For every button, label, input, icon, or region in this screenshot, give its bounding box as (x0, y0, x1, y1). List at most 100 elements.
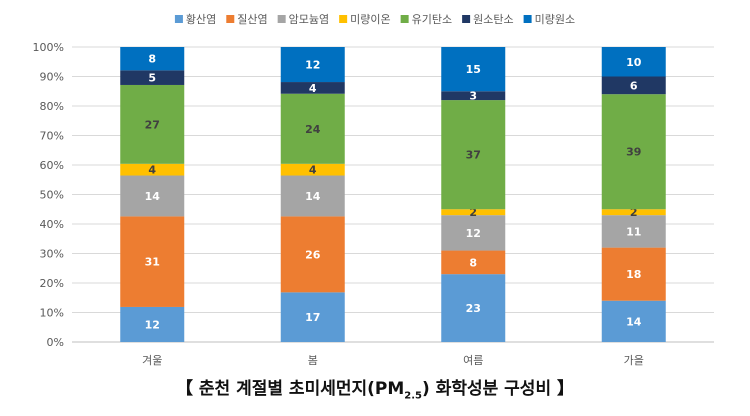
data-label: 14 (145, 190, 161, 203)
bars: 1231144275817261442441223812237315141811… (120, 47, 666, 342)
data-label: 12 (145, 318, 160, 331)
bar-segment (441, 47, 506, 92)
bar-segment (280, 216, 345, 293)
bar-segment (601, 300, 666, 342)
bar-segment (280, 47, 345, 83)
bar-segment (601, 215, 666, 248)
bar-segment (120, 175, 185, 217)
y-tick-label: 10% (40, 307, 64, 320)
legend-label: 미량원소 (535, 13, 575, 26)
bar-segment (280, 163, 345, 176)
legend-label: 원소탄소 (473, 13, 513, 26)
legend-swatch (339, 15, 348, 23)
data-label: 37 (466, 149, 481, 162)
y-tick-label: 0% (47, 336, 64, 349)
legend-label: 암모늄염 (289, 13, 329, 26)
data-label: 12 (305, 59, 320, 72)
bar-segment (601, 94, 666, 210)
data-label: 10 (626, 56, 642, 69)
data-label: 31 (145, 256, 160, 269)
legend-swatch (400, 15, 409, 23)
x-category-label: 가을 (624, 354, 644, 367)
legend-swatch (277, 15, 286, 23)
data-label: 23 (466, 302, 481, 315)
legend-swatch (174, 15, 183, 23)
legend: 황산염 질산염 암모늄염 미량이온 유기탄소 원소탄소 미량원소 (174, 13, 575, 26)
caption-subscript: 2.5 (404, 390, 422, 402)
data-label: 2 (469, 206, 477, 219)
data-label: 26 (305, 248, 321, 261)
data-label: 5 (148, 72, 156, 85)
data-label: 2 (630, 206, 638, 219)
bar-segment (441, 274, 506, 342)
y-tick-label: 20% (40, 277, 64, 290)
bar-segment (441, 100, 506, 210)
legend-item: 원소탄소 (462, 13, 514, 26)
bar-segment (120, 306, 185, 342)
x-category-label: 봄 (308, 354, 318, 367)
legend-item: 미량원소 (523, 13, 575, 26)
data-label: 8 (148, 53, 156, 66)
bar-segment (120, 70, 185, 85)
y-tick-label: 100% (33, 41, 64, 54)
data-label: 17 (305, 311, 320, 324)
data-label: 8 (469, 256, 477, 269)
data-label: 6 (630, 79, 638, 92)
bar-segment (280, 82, 345, 94)
bar-segment (441, 250, 506, 275)
bar-segment (280, 93, 345, 164)
legend-swatch (462, 15, 471, 23)
legend-item: 황산염 (174, 13, 216, 26)
bar-segment (601, 76, 666, 95)
data-label: 4 (148, 164, 156, 177)
y-axis: 0% 10% 20% 30% 40% 50% 60% 70% 80% 90% 100% (33, 41, 64, 349)
data-label: 3 (469, 90, 477, 103)
bar-segment (280, 175, 345, 217)
y-tick-label: 70% (40, 130, 64, 143)
bar-segment (120, 216, 185, 307)
caption-close: ) 화학성분 구성비 】 (422, 379, 575, 399)
y-tick-label: 90% (40, 71, 64, 84)
x-axis: 겨울 봄 여름 가을 (142, 354, 644, 367)
bar-segment (120, 163, 185, 176)
data-label: 4 (309, 82, 317, 95)
legend-label: 질산염 (237, 13, 267, 26)
bar-segment (601, 47, 666, 77)
legend-label: 황산염 (186, 13, 216, 26)
bar-segment (120, 47, 185, 71)
legend-item: 질산염 (226, 13, 268, 26)
data-label: 14 (305, 190, 321, 203)
legend-swatch (226, 15, 235, 23)
data-label: 27 (145, 118, 160, 131)
data-label: 4 (309, 164, 317, 177)
data-label: 18 (626, 268, 641, 281)
bar-segment (441, 91, 506, 101)
caption-open: 【 춘천 계절별 초미세먼지(PM (175, 379, 405, 399)
x-category-label: 겨울 (142, 354, 162, 367)
x-category-label: 여름 (463, 354, 483, 367)
legend-label: 미량이온 (350, 13, 390, 26)
legend-label: 유기탄소 (412, 13, 452, 26)
data-label: 14 (626, 315, 642, 328)
legend-item: 암모늄염 (277, 13, 329, 26)
data-label: 15 (466, 63, 481, 76)
y-tick-label: 40% (40, 218, 64, 231)
data-label: 24 (305, 123, 321, 136)
data-label: 11 (626, 225, 641, 238)
bar-segment (601, 247, 666, 301)
bar-segment (601, 209, 666, 216)
y-tick-label: 80% (40, 100, 64, 113)
legend-item: 유기탄소 (400, 13, 452, 26)
bar-segment (441, 215, 506, 251)
bar-segment (441, 209, 506, 216)
y-tick-label: 60% (40, 159, 64, 172)
bar-segment (280, 292, 345, 342)
legend-swatch (523, 15, 532, 23)
y-tick-label: 50% (40, 189, 64, 202)
y-tick-label: 30% (40, 248, 64, 261)
data-label: 39 (626, 146, 641, 159)
chart-caption: 【 춘천 계절별 초미세먼지(PM2.5) 화학성분 구성비 】 (0, 374, 750, 401)
legend-item: 미량이온 (339, 13, 391, 26)
data-label: 12 (466, 227, 481, 240)
